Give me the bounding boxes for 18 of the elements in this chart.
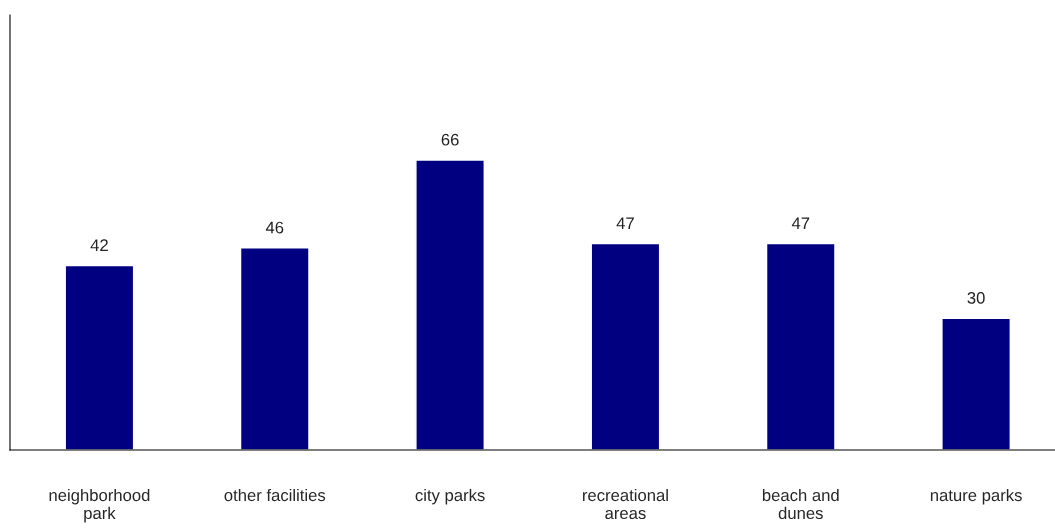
data-label: 66: [441, 133, 459, 146]
x-tick-label: recreational areas: [583, 488, 668, 520]
data-label: 47: [791, 217, 810, 229]
bar: [415, 159, 485, 450]
data-label: 42: [90, 239, 108, 251]
bar: [765, 242, 836, 450]
data-label: 46: [265, 221, 284, 234]
x-tick-label: nature parks: [930, 488, 1022, 505]
x-tick-label: beach and dunes: [762, 488, 839, 520]
data-label: 30: [967, 291, 985, 304]
bar: [239, 247, 310, 450]
x-tick-label: other facilities: [224, 488, 326, 502]
bar: [590, 242, 661, 450]
data-label: 47: [616, 217, 634, 229]
bar: [64, 264, 135, 450]
x-tick-label: city parks: [415, 488, 485, 505]
bar: [941, 317, 1011, 450]
x-tick-label: neighborhood park: [49, 488, 150, 523]
